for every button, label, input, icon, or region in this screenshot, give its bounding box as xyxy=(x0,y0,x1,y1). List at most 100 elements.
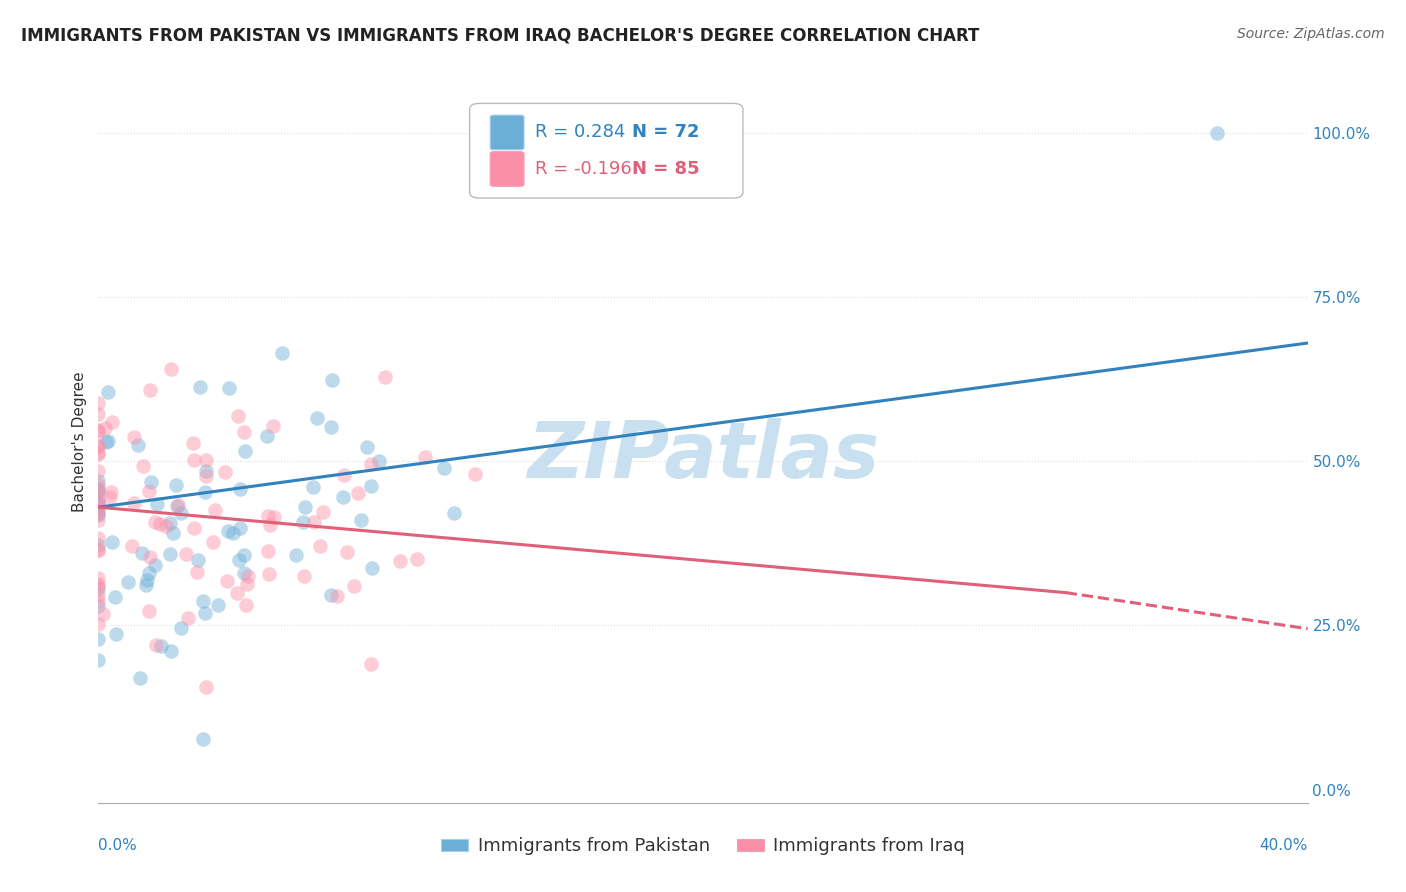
Point xyxy=(193,594,215,608)
Point xyxy=(98,490,121,504)
Point xyxy=(308,540,330,554)
Point xyxy=(204,502,226,516)
Point xyxy=(165,478,187,492)
Point xyxy=(229,521,252,535)
Point xyxy=(217,524,239,538)
Point xyxy=(217,574,239,588)
Point xyxy=(145,558,167,572)
Point xyxy=(87,447,110,461)
Point xyxy=(127,437,149,451)
Point xyxy=(218,381,240,395)
Text: ZIPatlas: ZIPatlas xyxy=(527,418,879,494)
Point xyxy=(159,516,181,530)
Point xyxy=(135,573,157,587)
Point xyxy=(162,526,184,541)
Point xyxy=(139,550,162,565)
Point xyxy=(235,598,257,612)
Point xyxy=(321,373,343,387)
Point xyxy=(170,621,193,635)
Point xyxy=(194,484,217,499)
Point xyxy=(145,638,167,652)
Point xyxy=(160,644,183,658)
Point xyxy=(413,450,436,465)
Point xyxy=(342,578,364,592)
Point xyxy=(97,384,120,399)
Point xyxy=(87,396,110,410)
Point xyxy=(87,502,110,516)
Point xyxy=(139,475,162,489)
Text: N = 72: N = 72 xyxy=(631,123,699,142)
Point xyxy=(233,444,256,458)
Point xyxy=(257,509,280,524)
Point xyxy=(139,383,162,397)
Point xyxy=(194,469,217,483)
Point xyxy=(87,424,110,438)
Point xyxy=(87,496,110,510)
Point xyxy=(149,517,172,532)
Point xyxy=(87,506,110,520)
Point xyxy=(121,539,143,553)
Point xyxy=(87,446,110,460)
Point xyxy=(259,518,281,533)
Text: R = 0.284: R = 0.284 xyxy=(534,123,626,142)
Point xyxy=(191,731,214,746)
Point xyxy=(292,568,315,582)
Legend: Immigrants from Pakistan, Immigrants from Iraq: Immigrants from Pakistan, Immigrants fro… xyxy=(434,830,972,863)
Point xyxy=(87,495,110,509)
Point xyxy=(263,510,285,524)
Point xyxy=(87,543,110,558)
Point xyxy=(388,554,411,568)
Point xyxy=(360,479,382,493)
Point xyxy=(174,547,197,561)
Point xyxy=(302,480,325,494)
Point xyxy=(94,421,117,435)
Point xyxy=(294,500,316,515)
Point xyxy=(195,453,218,467)
Point xyxy=(336,545,359,559)
Point xyxy=(360,458,382,472)
Point xyxy=(87,423,110,437)
Point xyxy=(319,588,342,602)
Point xyxy=(105,627,128,641)
Point xyxy=(236,577,259,591)
Text: 40.0%: 40.0% xyxy=(1260,838,1308,853)
Point xyxy=(87,464,110,478)
Point xyxy=(87,439,110,453)
Point xyxy=(201,535,224,549)
FancyBboxPatch shape xyxy=(470,103,742,198)
Point xyxy=(360,657,382,671)
Point xyxy=(87,508,110,522)
Point xyxy=(101,534,124,549)
Point xyxy=(87,512,110,526)
Y-axis label: Bachelor's Degree: Bachelor's Degree xyxy=(72,371,87,512)
Point xyxy=(87,543,110,558)
Point xyxy=(347,486,370,500)
Point xyxy=(87,538,110,552)
Point xyxy=(326,589,349,603)
Point xyxy=(101,415,124,429)
Point xyxy=(195,680,218,694)
Point xyxy=(87,505,110,519)
FancyBboxPatch shape xyxy=(491,152,524,186)
Point xyxy=(464,467,486,481)
Point xyxy=(214,466,236,480)
Text: Source: ZipAtlas.com: Source: ZipAtlas.com xyxy=(1237,27,1385,41)
Point xyxy=(104,591,127,605)
Point xyxy=(87,577,110,591)
Point xyxy=(87,485,110,500)
Point xyxy=(135,578,157,592)
Text: R = -0.196: R = -0.196 xyxy=(534,160,631,178)
Point xyxy=(117,574,139,589)
Point xyxy=(292,515,315,529)
Point xyxy=(87,531,110,545)
Point xyxy=(145,497,167,511)
Point xyxy=(195,464,218,478)
Point xyxy=(177,610,200,624)
Point xyxy=(228,553,250,567)
Point xyxy=(91,607,114,622)
Point xyxy=(87,594,110,608)
Point xyxy=(122,430,145,444)
Point xyxy=(257,567,280,582)
Point xyxy=(433,460,456,475)
Point xyxy=(302,516,325,530)
